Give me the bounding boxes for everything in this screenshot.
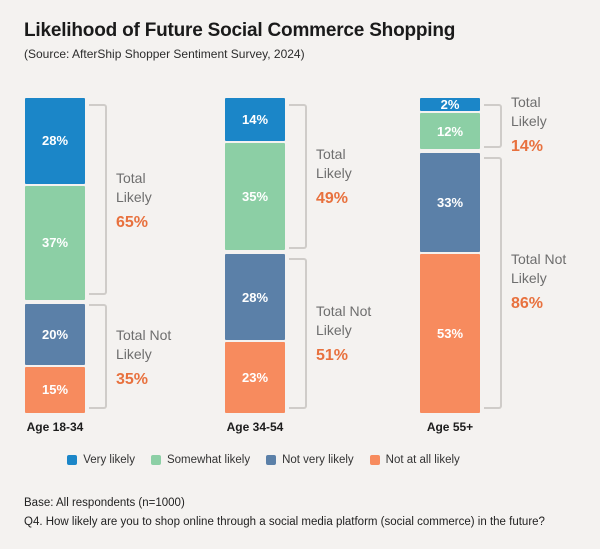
segment-value-label: 37% — [41, 235, 69, 251]
segment-not-at-all-likely: 15% — [25, 366, 85, 413]
segment-value-label: 23% — [241, 370, 269, 386]
category-label: Age 34-54 — [226, 420, 284, 434]
bracket-total-not-likely — [89, 304, 107, 409]
legend-label: Not at all likely — [385, 454, 460, 466]
bracket-total-not-likely — [289, 258, 307, 409]
stacked-bar: 2% 12% 33% 53% — [420, 98, 480, 413]
chart-header: Likelihood of Future Social Commerce Sho… — [24, 20, 455, 61]
annotation-total-not-likely-value: 86% — [511, 295, 544, 313]
legend-item-not-at-all-likely: Not at all likely — [369, 454, 460, 466]
segment-not-very-likely: 28% — [225, 254, 285, 341]
stacked-bar: 14% 35% 28% 23% — [225, 98, 285, 413]
segment-value-label: 53% — [436, 326, 464, 341]
brackets — [89, 98, 107, 413]
chart-subtitle: (Source: AfterShip Shopper Sentiment Sur… — [24, 47, 305, 61]
legend: Very likely Somewhat likely Not very lik… — [0, 454, 527, 466]
category-label: Age 55+ — [426, 420, 474, 434]
segment-somewhat-likely: 35% — [225, 142, 285, 251]
segment-not-at-all-likely: 53% — [420, 254, 480, 413]
bracket-total-not-likely — [484, 157, 502, 409]
brackets — [484, 98, 502, 413]
label-block-total-not-likely: Total Not Likely 86% — [511, 154, 600, 409]
segment-value-label: 2% — [440, 97, 460, 112]
segment-not-very-likely: 33% — [420, 153, 480, 252]
bracket-labels: Total Likely 49% Total Not Likely 51% — [316, 98, 416, 413]
bar-group-age-34-54: 14% 35% 28% 23% Total Likely 49% Total N… — [225, 98, 416, 434]
legend-label: Very likely — [83, 454, 135, 466]
annotation-total-not-likely: Total Not Likely — [316, 303, 372, 339]
segment-value-label: 20% — [41, 326, 69, 342]
segment-very-likely: 2% — [420, 98, 480, 111]
segment-value-label: 35% — [241, 189, 269, 205]
annotation-total-not-likely-value: 51% — [316, 346, 349, 364]
segment-very-likely: 28% — [25, 98, 85, 184]
stacked-bar: 28% 37% 20% 15% — [25, 98, 85, 413]
label-block-total-likely: Total Likely 14% — [511, 94, 600, 155]
annotation-total-likely-value: 49% — [316, 189, 349, 207]
segment-somewhat-likely: 37% — [25, 185, 85, 300]
legend-swatch-not-very-likely — [266, 455, 277, 465]
bracket-labels: Total Likely 65% Total Not Likely 35% — [116, 98, 216, 413]
legend-label: Somewhat likely — [166, 454, 251, 466]
legend-swatch-somewhat-likely — [150, 455, 161, 465]
legend-swatch-very-likely — [67, 455, 78, 465]
label-block-total-not-likely: Total Not Likely 51% — [316, 258, 416, 409]
segment-value-label: 14% — [241, 111, 269, 127]
chart-title: Likelihood of Future Social Commerce Sho… — [24, 20, 456, 41]
annotation-total-likely-value: 14% — [511, 138, 544, 156]
bar-group-age-55-plus: 2% 12% 33% 53% Total Likely 14% Total No… — [420, 94, 600, 434]
annotation-total-not-likely-value: 35% — [116, 370, 149, 388]
bracket-labels: Total Likely 14% Total Not Likely 86% — [511, 94, 600, 413]
annotation-total-not-likely: Total Not Likely — [116, 326, 172, 362]
segment-value-label: 28% — [41, 133, 69, 149]
segment-very-likely: 14% — [225, 98, 285, 141]
category-label: Age 18-34 — [26, 420, 84, 434]
legend-label: Not very likely — [282, 454, 354, 466]
footnote-question: Q4. How likely are you to shop online th… — [24, 515, 545, 528]
label-block-total-likely: Total Likely 65% — [116, 104, 216, 296]
segment-value-label: 33% — [436, 195, 464, 210]
footnote: Base: All respondents (n=1000) Q4. How l… — [24, 497, 545, 530]
annotation-total-likely: Total Likely — [116, 169, 152, 205]
bracket-total-likely — [89, 104, 107, 296]
bar-group-age-18-34: 28% 37% 20% 15% Total Likely 65% Total N… — [25, 98, 216, 434]
label-block-total-not-likely: Total Not Likely 35% — [116, 305, 216, 409]
legend-item-not-very-likely: Not very likely — [266, 454, 354, 466]
segment-value-label: 15% — [41, 382, 69, 398]
legend-swatch-not-at-all-likely — [369, 455, 380, 465]
label-block-total-likely: Total Likely 49% — [316, 104, 416, 249]
annotation-total-likely: Total Likely — [316, 146, 352, 182]
footnote-base: Base: All respondents (n=1000) — [24, 497, 185, 509]
annotation-total-likely-value: 65% — [116, 213, 149, 231]
annotation-total-not-likely: Total Not Likely — [511, 251, 567, 287]
bracket-total-likely — [484, 104, 502, 149]
segment-value-label: 28% — [241, 289, 269, 305]
segment-value-label: 12% — [436, 123, 464, 139]
segment-not-at-all-likely: 23% — [225, 342, 285, 413]
annotation-total-likely: Total Likely — [511, 94, 547, 130]
legend-item-very-likely: Very likely — [67, 454, 135, 466]
legend-item-somewhat-likely: Somewhat likely — [150, 454, 251, 466]
segment-somewhat-likely: 12% — [420, 113, 480, 149]
brackets — [289, 98, 307, 413]
bracket-total-likely — [289, 104, 307, 250]
segment-not-very-likely: 20% — [25, 303, 85, 365]
